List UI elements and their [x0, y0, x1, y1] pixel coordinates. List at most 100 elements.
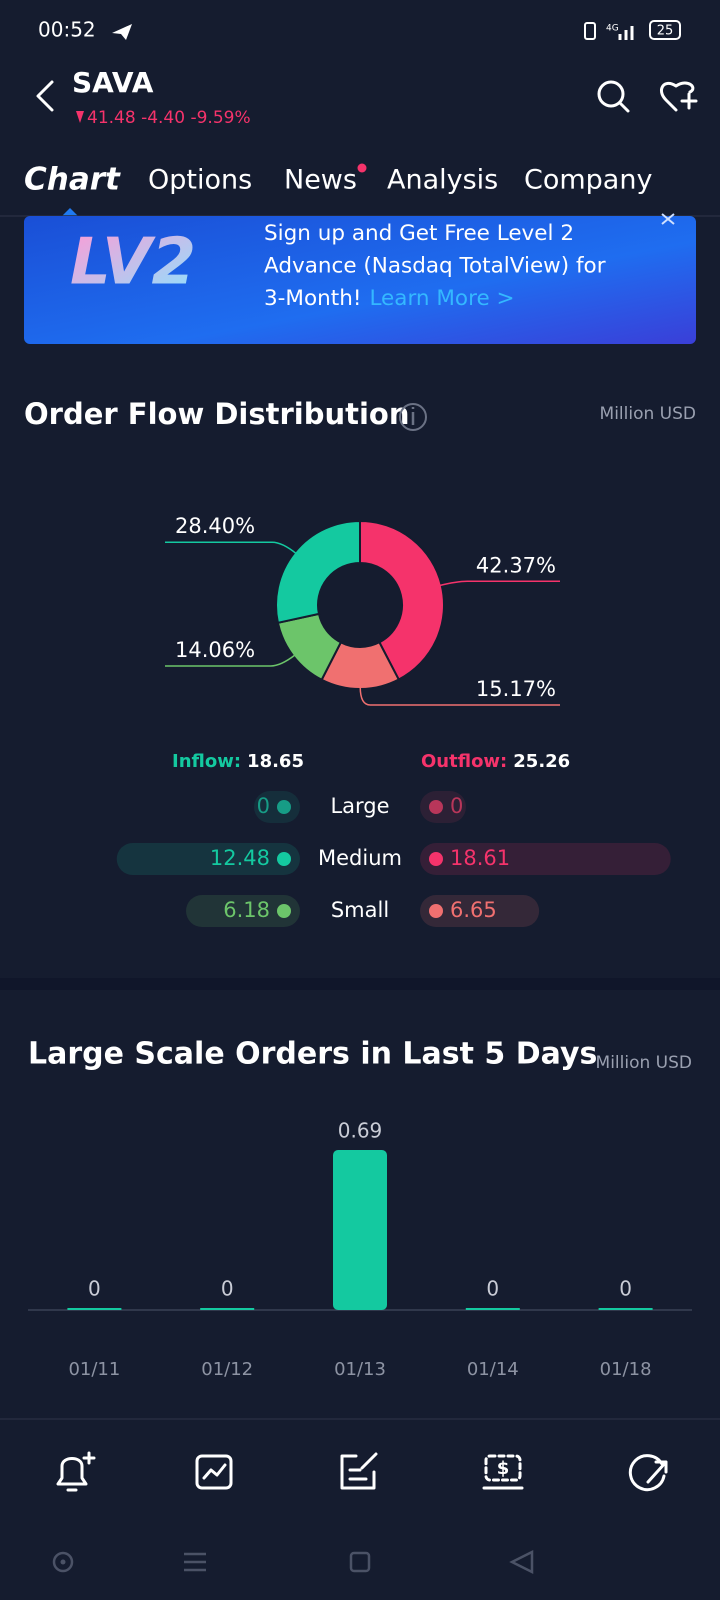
sys-home[interactable]	[349, 1551, 371, 1573]
inflow-value: 6.18	[223, 898, 270, 922]
banner-line: 3-Month!	[264, 286, 361, 311]
x-tick-label: 01/13	[334, 1359, 386, 1380]
alert-button[interactable]	[56, 1451, 96, 1492]
bar	[598, 1308, 653, 1310]
trade-button[interactable]: $	[482, 1454, 524, 1490]
pie-label: 28.40%	[175, 514, 255, 538]
section-divider	[0, 978, 720, 990]
inflow-pill	[116, 843, 300, 875]
inflow-dot	[277, 800, 291, 814]
search-button[interactable]	[597, 80, 630, 113]
tab[interactable]: Chart	[24, 162, 121, 198]
x-tick-label: 01/12	[201, 1359, 253, 1380]
x-tick-label: 01/18	[600, 1359, 652, 1380]
leader-line	[165, 541, 297, 555]
promo-banner[interactable]	[24, 216, 696, 344]
outflow-value: 6.65	[450, 898, 497, 922]
banner-line: Sign up and Get Free Level 2	[264, 221, 574, 246]
info-icon[interactable]	[399, 403, 427, 431]
unit-label: Million USD	[596, 1053, 692, 1073]
inflow-dot	[277, 852, 291, 866]
bar-label: 0	[486, 1277, 499, 1301]
bar-label: 0	[221, 1277, 234, 1301]
tab-bar: Chart Options News Analysis Company	[24, 162, 652, 198]
status-time: 00:52	[38, 18, 96, 42]
sys-menu[interactable]	[184, 1552, 206, 1572]
outflow-total: 25.26	[513, 751, 570, 772]
bar-label: 0	[619, 1277, 632, 1301]
banner-logo: LV2	[70, 226, 196, 300]
outflow-pill	[420, 895, 540, 927]
pie-slice	[359, 519, 445, 681]
signal-icon	[618, 26, 634, 40]
section-title: Large Scale Orders in Last 5 Days	[28, 1037, 597, 1072]
banner-line: Advance (Nasdaq TotalView) for	[264, 254, 606, 279]
bar-label: 0.69	[338, 1119, 383, 1143]
vibrate-icon	[584, 22, 596, 40]
bar-chart: 0 01/11 0 01/12 0.69 01/13 0 01/14 0 01/18	[28, 1119, 692, 1380]
inflow-value: 12.48	[210, 846, 270, 870]
leader-line	[359, 686, 560, 706]
share-button[interactable]	[628, 1454, 668, 1492]
unit-label: Million USD	[600, 404, 696, 424]
news-badge	[357, 163, 367, 173]
tab[interactable]: News	[284, 165, 357, 196]
size-label: Small	[331, 898, 389, 922]
banner-close[interactable]	[661, 213, 675, 225]
banner-link[interactable]: Learn More >	[369, 286, 514, 311]
quote: 41.48 -4.40 -9.59%	[87, 108, 251, 128]
tab[interactable]: Options	[148, 165, 252, 196]
trend-button[interactable]	[195, 1454, 233, 1490]
tab[interactable]: Analysis	[387, 165, 498, 196]
pie-label: 15.17%	[476, 677, 556, 701]
inflow-pill	[186, 895, 300, 927]
sys-assistant[interactable]	[52, 1551, 74, 1573]
symbol: SAVA	[72, 66, 154, 99]
pie-label: 14.06%	[175, 638, 255, 662]
donut-chart: 42.37% 15.17% 14.06% 28.40%	[165, 514, 560, 706]
note-button[interactable]	[340, 1452, 378, 1490]
telegram-icon	[112, 24, 132, 40]
bar	[200, 1308, 255, 1310]
back-button[interactable]	[36, 80, 54, 112]
size-label: Large	[330, 794, 389, 818]
banner-text: Sign up and Get Free Level 2 Advance (Nas…	[264, 221, 606, 311]
section-title: Order Flow Distribution	[24, 397, 410, 431]
outflow-value: 18.61	[450, 846, 510, 870]
bar	[67, 1308, 122, 1310]
outflow-value: 0	[450, 794, 463, 818]
x-tick-label: 01/14	[467, 1359, 519, 1380]
price: 41.48	[87, 108, 136, 128]
outflow-label: Outflow:	[421, 751, 507, 772]
outflow-pill	[420, 843, 671, 875]
bar	[333, 1150, 387, 1310]
pie-slice	[275, 519, 361, 624]
bottom-nav	[0, 1418, 720, 1600]
change: -4.40	[141, 108, 185, 128]
bar	[465, 1308, 520, 1310]
pie-label: 42.37%	[476, 553, 556, 577]
size-label: Medium	[318, 846, 402, 870]
down-arrow	[76, 111, 84, 123]
sys-back[interactable]	[509, 1549, 534, 1575]
tab-indicator	[62, 208, 78, 216]
tab[interactable]: Company	[524, 165, 652, 196]
battery-icon	[649, 20, 681, 40]
x-tick-label: 01/11	[68, 1359, 120, 1380]
inflow-dot	[277, 904, 291, 918]
bar-label: 0	[88, 1277, 101, 1301]
outflow-dot	[429, 904, 443, 918]
outflow-dot	[429, 852, 443, 866]
watchlist-button[interactable]	[660, 81, 698, 112]
battery-level: 25	[657, 24, 674, 39]
inflow-value: 0	[257, 794, 270, 818]
change-pct: -9.59%	[190, 108, 250, 128]
network-icon: 4G	[606, 24, 619, 34]
inflow-total: 18.65	[247, 751, 304, 772]
outflow-dot	[429, 800, 443, 814]
svg-text:$: $	[497, 1458, 510, 1479]
sys-assistant-dot	[60, 1559, 66, 1565]
leader-line	[165, 654, 296, 667]
flow-table: Inflow: 18.65 Outflow: 25.26 0 Large 0 12.48 Med…	[116, 751, 671, 927]
